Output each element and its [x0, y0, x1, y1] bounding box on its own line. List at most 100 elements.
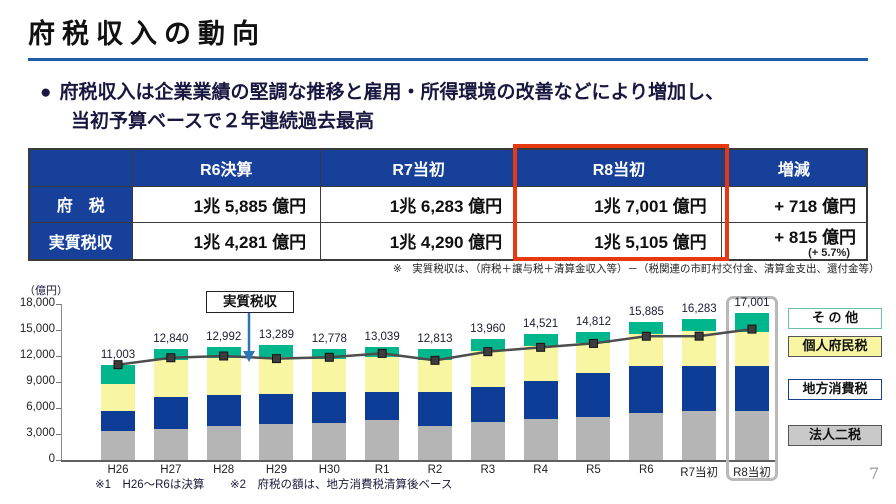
y-tick-mark: [56, 330, 61, 331]
bar-R6: [629, 322, 664, 460]
footnote-2: ※2 府税の額は、地方消費税清算後ベース: [230, 479, 453, 491]
segment-地方消費税: [734, 366, 769, 412]
segment-個人府民税: [312, 359, 347, 393]
segment-地方消費税: [101, 411, 135, 431]
table-header-row: R6決算 R7当初 R8当初 増減: [28, 148, 868, 187]
jisshitsu-change-value: + 815 億円 (+ 5.7%): [720, 221, 868, 260]
bar-R8当初: [734, 312, 769, 460]
summary-bullet: ● 府税収入は企業業績の堅調な推移と雇用・所得環境の改善などにより増加し、 当初予…: [40, 78, 724, 136]
bar-total-label: 16,283: [681, 302, 717, 315]
segment-法人二税: [523, 418, 558, 460]
y-axis-line: [61, 304, 62, 460]
row-label-fuzei: 府 税: [28, 185, 133, 223]
segment-その他: [523, 334, 558, 346]
fuzei-change-value: + 718 億円: [720, 185, 868, 223]
bar-H26: [101, 364, 135, 460]
bullet-icon: ●: [40, 82, 52, 103]
segment-個人府民税: [629, 334, 664, 366]
segment-その他: [470, 339, 505, 351]
segment-地方消費税: [576, 373, 611, 417]
fuzei-r8-value: 1兆 7,001 億円: [516, 185, 722, 223]
x-tick-label: R5: [586, 464, 601, 476]
segment-地方消費税: [153, 397, 188, 430]
segment-法人二税: [470, 421, 505, 460]
segment-その他: [682, 318, 717, 331]
segment-その他: [629, 322, 664, 335]
bar-R2: [417, 348, 452, 460]
y-tick-label: 3,000: [26, 427, 55, 439]
segment-法人二税: [417, 425, 452, 460]
x-tick-label: H26: [107, 464, 129, 476]
segment-個人府民税: [259, 356, 294, 394]
legend-hojin-nizei: 法人二税: [788, 425, 882, 446]
segment-個人府民税: [576, 343, 611, 374]
col-header-r7: R7当初: [320, 148, 518, 187]
bar-total-label: 17,001: [734, 296, 770, 309]
bar-R4: [523, 334, 558, 460]
segment-地方消費税: [629, 365, 664, 414]
footnote-1: ※1 H26～R6は決算: [95, 479, 205, 491]
segment-法人二税: [153, 429, 188, 460]
bar-R3: [470, 339, 505, 460]
bar-total-label: 11,003: [100, 348, 136, 361]
page-number: 7: [869, 464, 880, 483]
segment-個人府民税: [682, 330, 717, 367]
segment-個人府民税: [153, 360, 188, 398]
bar-H30: [312, 349, 347, 460]
segment-その他: [153, 348, 188, 361]
segment-法人二税: [734, 411, 769, 460]
page-title: 府税収入の動向: [28, 19, 266, 49]
table-row-fuzei: 府 税 1兆 5,885 億円 1兆 6,283 億円 1兆 7,001 億円 …: [28, 185, 868, 223]
y-axis-unit-label: （億円）: [24, 285, 68, 297]
segment-その他: [312, 349, 347, 360]
x-tick-label: H30: [318, 464, 340, 476]
legend-kojin-fuminzei: 個人府民税: [788, 336, 882, 357]
col-header-change: 増減: [720, 148, 868, 187]
bar-R5: [576, 331, 611, 460]
x-tick-label: R7当初: [680, 467, 718, 479]
y-tick-label: 18,000: [19, 297, 55, 309]
segment-個人府民税: [206, 358, 241, 395]
segment-法人二税: [682, 411, 717, 460]
x-tick-label: R3: [480, 464, 496, 476]
title-underline: [28, 58, 868, 61]
segment-地方消費税: [259, 393, 294, 424]
segment-地方消費税: [682, 366, 717, 412]
y-tick-mark: [56, 460, 61, 461]
segment-法人二税: [629, 413, 664, 460]
y-tick-mark: [56, 434, 61, 435]
summary-line-1: ● 府税収入は企業業績の堅調な推移と雇用・所得環境の改善などにより増加し、: [40, 82, 725, 103]
r8-bar-highlight-box: [726, 296, 778, 481]
y-tick-label: 12,000: [19, 349, 55, 361]
segment-地方消費税: [206, 394, 241, 426]
y-tick-mark: [56, 356, 61, 357]
segment-地方消費税: [312, 392, 347, 423]
x-tick-label: R6: [638, 464, 654, 476]
y-tick-label: 15,000: [19, 323, 55, 335]
segment-法人二税: [365, 419, 400, 460]
bar-H29: [259, 344, 294, 460]
jisshitsu-change-main: + 815 億円: [774, 227, 856, 247]
y-tick-mark: [56, 408, 61, 409]
segment-その他: [576, 331, 611, 344]
y-tick-label: 0: [48, 453, 55, 465]
x-tick-label: H29: [265, 464, 288, 476]
jisshitsu-r8-value: 1兆 5,105 億円: [516, 221, 722, 260]
tax-revenue-chart: （億円） 実質税収 そ の 他 個人府民税 地方消費税 法人二税 0 3,000 6…: [0, 282, 896, 487]
y-tick-mark: [56, 382, 61, 383]
bar-H28: [206, 347, 241, 460]
legend-sonota: そ の 他: [788, 308, 882, 329]
segment-その他: [101, 364, 135, 384]
segment-地方消費税: [365, 391, 400, 420]
table-row-jisshitsu: 実質税収 1兆 4,281 億円 1兆 4,290 億円 1兆 5,105 億円…: [28, 221, 868, 260]
legend-chiho-shohizei: 地方消費税: [788, 379, 882, 400]
fuzei-r7-value: 1兆 6,283 億円: [320, 185, 518, 223]
segment-個人府民税: [470, 350, 505, 387]
x-tick-label: R1: [374, 464, 390, 476]
segment-その他: [365, 346, 400, 358]
segment-法人二税: [312, 422, 347, 460]
y-tick-label: 6,000: [26, 401, 55, 413]
tax-revenue-table: R6決算 R7当初 R8当初 増減 府 税 1兆 5,885 億円 1兆 6,2…: [28, 148, 868, 261]
segment-法人二税: [259, 424, 294, 460]
